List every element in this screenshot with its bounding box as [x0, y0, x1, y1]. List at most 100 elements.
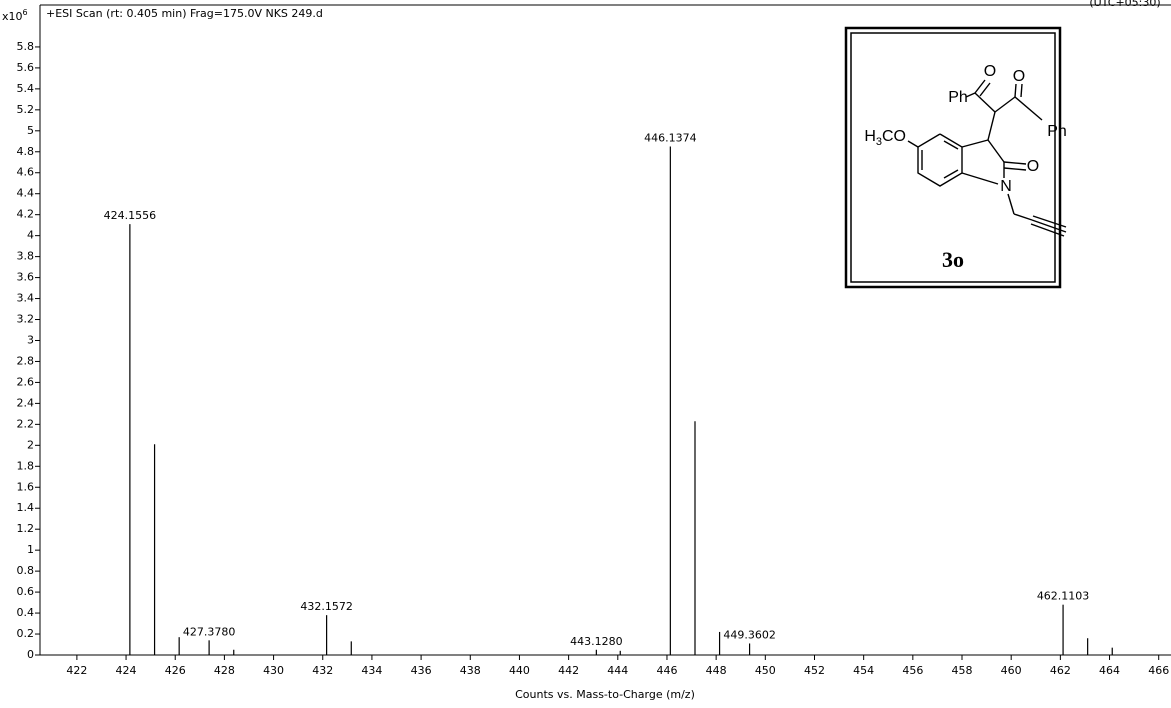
- atom-label: O: [1013, 68, 1025, 85]
- methoxy-sub: 3: [876, 136, 882, 148]
- x-tick-label: 444: [607, 664, 628, 677]
- y-tick-label: 5.2: [17, 103, 35, 116]
- bond: [1003, 167, 1027, 171]
- y-tick-label: 0.8: [17, 564, 35, 577]
- x-tick-label: 464: [1099, 664, 1120, 677]
- bond: [907, 140, 919, 148]
- y-multiplier: x106: [2, 8, 28, 24]
- x-tick-label: 432: [312, 664, 333, 677]
- x-axis-label: Counts vs. Mass-to-Charge (m/z): [515, 688, 695, 701]
- bond: [987, 139, 1005, 163]
- x-tick-label: 466: [1148, 664, 1169, 677]
- y-tick-label: 3.6: [17, 271, 35, 284]
- methoxy-label: H3CO: [864, 128, 906, 148]
- y-tick-label: 1.2: [17, 522, 35, 535]
- peak-label: 446.1374: [644, 132, 697, 145]
- bond: [974, 79, 986, 94]
- y-tick-label: 3.4: [17, 292, 35, 305]
- y-tick-label: 4.2: [17, 208, 35, 221]
- chart-title: +ESI Scan (rt: 0.405 min) Frag=175.0V NK…: [46, 7, 323, 20]
- peak-label: 424.1556: [104, 209, 157, 222]
- bond: [961, 139, 989, 148]
- peak-label: 432.1572: [300, 600, 353, 613]
- peak-label: 443.1280: [570, 635, 623, 648]
- bond: [1014, 96, 1043, 121]
- x-tick-label: 452: [804, 664, 825, 677]
- y-tick-label: 3.8: [17, 250, 35, 263]
- y-tick-label: 5.8: [17, 40, 35, 53]
- y-multiplier-exponent: 6: [23, 8, 28, 17]
- bond: [961, 172, 999, 185]
- peak-label: 462.1103: [1037, 590, 1090, 603]
- y-multiplier-base: x10: [2, 10, 23, 23]
- bond: [1013, 213, 1033, 221]
- y-tick-label: 1.4: [17, 501, 35, 514]
- x-tick-label: 440: [509, 664, 530, 677]
- bond: [1007, 193, 1015, 215]
- y-tick-label: 0.4: [17, 606, 35, 619]
- bond: [974, 92, 996, 113]
- bond: [979, 82, 991, 97]
- bond: [1031, 219, 1067, 233]
- atom-label: N: [1000, 178, 1012, 195]
- y-tick-label: 5: [27, 124, 34, 137]
- x-tick-label: 448: [706, 664, 727, 677]
- y-tick-label: 4.8: [17, 145, 35, 158]
- bond: [1030, 223, 1065, 237]
- inset-frame-inner: [850, 32, 1056, 283]
- x-tick-label: 446: [656, 664, 677, 677]
- inset-frame: [844, 26, 1062, 289]
- bond: [943, 169, 959, 179]
- x-tick-label: 450: [755, 664, 776, 677]
- y-tick-label: 1.6: [17, 480, 35, 493]
- x-tick-label: 428: [214, 664, 235, 677]
- bond: [1020, 83, 1023, 98]
- bond: [1032, 215, 1067, 228]
- y-tick-label: 2.4: [17, 396, 35, 409]
- y-tick-label: 4.6: [17, 166, 35, 179]
- bond: [1003, 161, 1027, 165]
- compound-label: 3o: [942, 247, 964, 272]
- x-tick-label: 436: [411, 664, 432, 677]
- y-tick-label: 1: [27, 543, 34, 556]
- y-tick-label: 2.8: [17, 354, 35, 367]
- y-tick-label: 1.8: [17, 459, 35, 472]
- atom-label: Ph: [1047, 123, 1067, 140]
- bond: [965, 92, 976, 98]
- y-tick-label: 2.2: [17, 417, 35, 430]
- y-tick-label: 4: [27, 229, 34, 242]
- peak-label: 449.3602: [723, 628, 776, 641]
- x-tick-label: 438: [460, 664, 481, 677]
- x-tick-label: 426: [165, 664, 186, 677]
- atom-label: O: [1027, 158, 1039, 175]
- y-tick-label: 5.4: [17, 82, 35, 95]
- atom-label: O: [984, 63, 996, 80]
- x-tick-label: 462: [1050, 664, 1071, 677]
- structure-inset: Ph O O Ph O N H3CO 3o: [844, 26, 1067, 289]
- x-tick-label: 424: [116, 664, 137, 677]
- y-tick-label: 3: [27, 333, 34, 346]
- bond: [987, 111, 996, 141]
- x-tick-label: 454: [853, 664, 874, 677]
- x-tick-label: 430: [263, 664, 284, 677]
- x-tick-label: 442: [558, 664, 579, 677]
- bond: [943, 140, 959, 150]
- peak-label: 427.3780: [183, 625, 236, 638]
- y-tick-label: 5.6: [17, 61, 35, 74]
- bond: [1014, 83, 1017, 98]
- y-tick-label: 0: [27, 648, 34, 661]
- atom-label: Ph: [948, 89, 968, 106]
- y-tick-label: 4.4: [17, 187, 35, 200]
- x-tick-label: 422: [66, 664, 87, 677]
- y-tick-label: 2.6: [17, 375, 35, 388]
- y-tick-label: 0.2: [17, 627, 35, 640]
- y-tick-label: 0.6: [17, 585, 35, 598]
- y-tick-label: 2: [27, 438, 34, 451]
- x-tick-label: 434: [361, 664, 382, 677]
- y-tick-label: 3.2: [17, 313, 35, 326]
- x-tick-label: 460: [1001, 664, 1022, 677]
- x-tick-label: 458: [952, 664, 973, 677]
- bond: [994, 96, 1016, 113]
- x-tick-label: 456: [902, 664, 923, 677]
